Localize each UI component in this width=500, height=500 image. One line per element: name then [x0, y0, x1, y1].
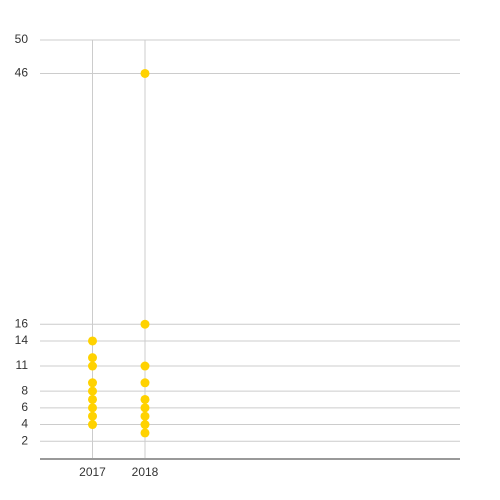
point — [88, 361, 97, 371]
point — [88, 420, 97, 430]
y-tick-label: 6 — [21, 400, 28, 414]
point — [88, 394, 97, 404]
point — [88, 336, 97, 346]
point — [88, 403, 97, 413]
point — [140, 428, 150, 438]
y-tick-label: 50 — [15, 32, 29, 46]
point — [140, 378, 150, 388]
y-tick-label: 16 — [15, 316, 29, 330]
point — [140, 361, 150, 371]
y-tick-label: 11 — [16, 358, 29, 372]
point — [140, 394, 150, 404]
y-tick-label: 4 — [21, 417, 28, 431]
y-tick-label: 14 — [15, 333, 29, 347]
point — [140, 68, 150, 78]
x-tick-label: 2018 — [132, 465, 159, 479]
point — [140, 411, 150, 421]
point — [88, 353, 97, 363]
point — [88, 378, 97, 388]
point — [88, 411, 97, 421]
y-tick-label: 46 — [15, 66, 29, 80]
x-tick-label: 2017 — [79, 465, 106, 479]
y-tick-label: 2 — [21, 433, 28, 447]
point — [88, 386, 97, 396]
y-tick-label: 8 — [21, 383, 28, 397]
point — [140, 319, 150, 329]
point — [140, 403, 150, 413]
point — [140, 420, 150, 430]
